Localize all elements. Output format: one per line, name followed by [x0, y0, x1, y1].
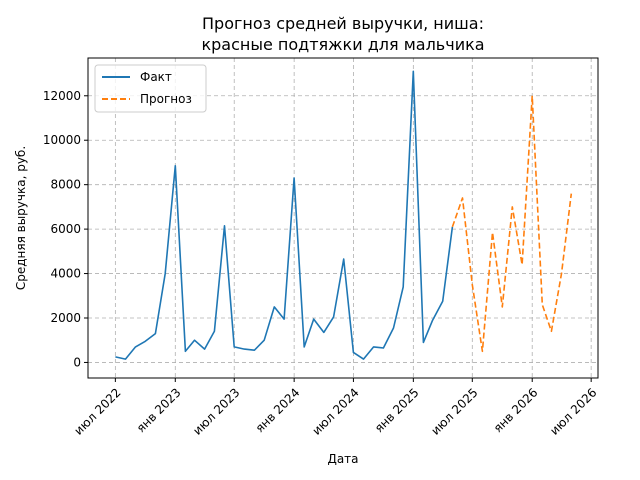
legend-label-fact: Факт [140, 70, 172, 84]
y-tick-label: 2000 [50, 311, 81, 325]
y-tick-label: 4000 [50, 267, 81, 281]
series-line-0 [115, 70, 454, 360]
y-axis: 0 2000 4000 6000 8000 10000 12000 [43, 89, 88, 369]
chart-title-line-2: красные подтяжки для мальчика [201, 35, 484, 54]
y-tick-label: 0 [73, 355, 81, 369]
plot-frame [87, 57, 599, 379]
y-tick-label: 12000 [43, 89, 81, 103]
chart-title-line-1: Прогноз средней выручки, ниша: [202, 14, 484, 33]
series-layer [115, 70, 573, 360]
legend-label-forecast: Прогноз [140, 92, 192, 106]
x-axis-label: Дата [327, 452, 358, 466]
y-tick-label: 6000 [50, 222, 81, 236]
y-tick-label: 10000 [43, 133, 81, 147]
series-line-1 [451, 95, 573, 353]
legend: Факт Прогноз [94, 64, 207, 113]
y-axis-label: Средняя выручка, руб. [14, 146, 28, 290]
grid [88, 58, 598, 378]
y-tick-label: 8000 [50, 178, 81, 192]
